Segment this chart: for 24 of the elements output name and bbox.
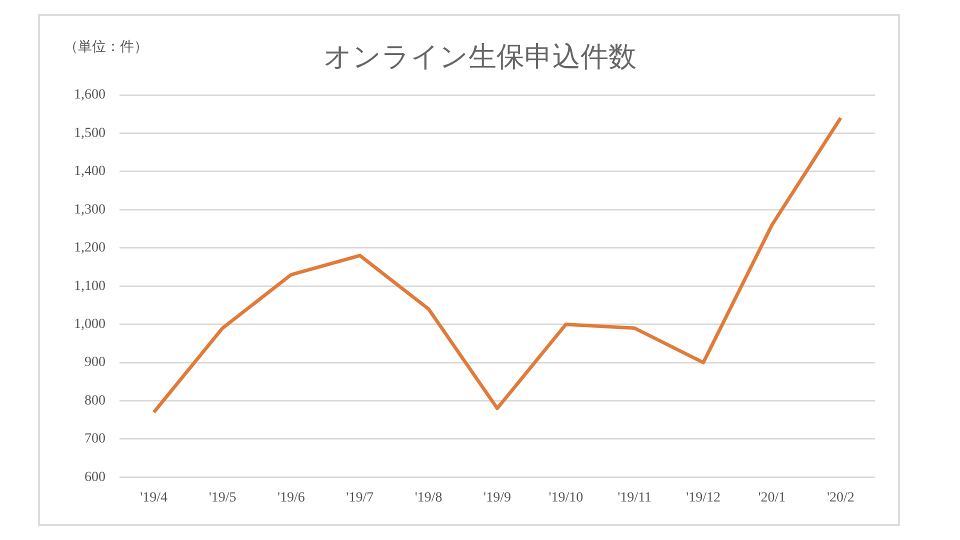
- x-tick-label: '19/10: [548, 490, 584, 506]
- y-tick-label: 1,200: [74, 240, 106, 256]
- y-tick-label: 1,500: [74, 126, 106, 141]
- x-tick-label: '19/9: [484, 490, 511, 506]
- y-tick-label: 1,100: [74, 278, 106, 294]
- x-tick-label: '19/5: [208, 490, 236, 506]
- y-axis-title: （単位：件）: [64, 38, 148, 56]
- y-tick-label: 800: [84, 393, 106, 408]
- x-tick-label: '19/11: [618, 490, 652, 506]
- x-tick-label: '20/2: [826, 490, 854, 506]
- x-tick-label: '20/1: [758, 490, 786, 506]
- y-tick-label: 900: [84, 355, 106, 370]
- y-tick-label: 1,300: [74, 202, 106, 218]
- x-tick-label: '19/7: [346, 490, 374, 506]
- y-tick-label: 700: [84, 432, 106, 447]
- x-tick-label: '19/12: [686, 490, 721, 506]
- x-tick-label: '19/4: [140, 490, 168, 506]
- y-tick-label: 1,000: [74, 316, 106, 332]
- x-tick-label: '19/8: [414, 490, 442, 506]
- y-tick-label: 1,400: [74, 164, 106, 180]
- chart-title: オンライン生保申込件数: [324, 40, 636, 73]
- x-tick-label: '19/6: [277, 490, 305, 506]
- y-tick-label: 600: [84, 470, 106, 485]
- y-tick-label: 1,600: [74, 88, 106, 103]
